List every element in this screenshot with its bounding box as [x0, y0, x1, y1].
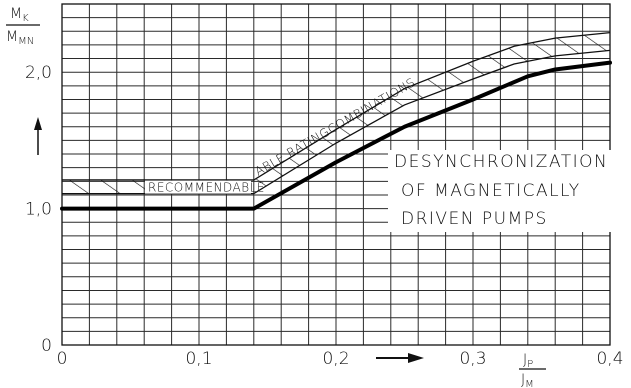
- recommended-band-hatch: [62, 32, 610, 194]
- arrow-up-head-icon: [34, 117, 42, 130]
- x-tick-label: 0,1: [185, 349, 212, 369]
- y-axis-label-denominator: MMN: [6, 29, 34, 47]
- x-tick-label: 0,3: [459, 349, 486, 369]
- band-label-background: [145, 180, 251, 194]
- x-tick-label: 0: [57, 349, 68, 369]
- band-upper-edge: [62, 31, 611, 181]
- y-tick-label: 1,0: [25, 200, 52, 220]
- series-line-0: [60, 60, 612, 211]
- y-tick-label: 0: [41, 336, 52, 356]
- x-tick-label: 0,4: [596, 349, 623, 369]
- annotation-background: [388, 150, 612, 232]
- y-axis-label-numerator: MK: [10, 6, 29, 24]
- annotation-line-1: DESYNCHRONIZATION: [394, 152, 608, 172]
- arrow-right-head-icon: [408, 353, 424, 363]
- annotation-line-3: DRIVEN PUMPS: [401, 209, 548, 229]
- x-axis-label-numerator: JP: [523, 352, 533, 370]
- y-tick-label: 2,0: [25, 63, 52, 83]
- x-tick-label: 0,2: [322, 349, 349, 369]
- band-lower-edge: [62, 49, 611, 195]
- annotation-line-2: OF MAGNETICALLY: [401, 181, 581, 201]
- x-axis-label-denominator: JM: [521, 372, 534, 388]
- band-label-left: RECOMMENDABLE: [148, 181, 265, 195]
